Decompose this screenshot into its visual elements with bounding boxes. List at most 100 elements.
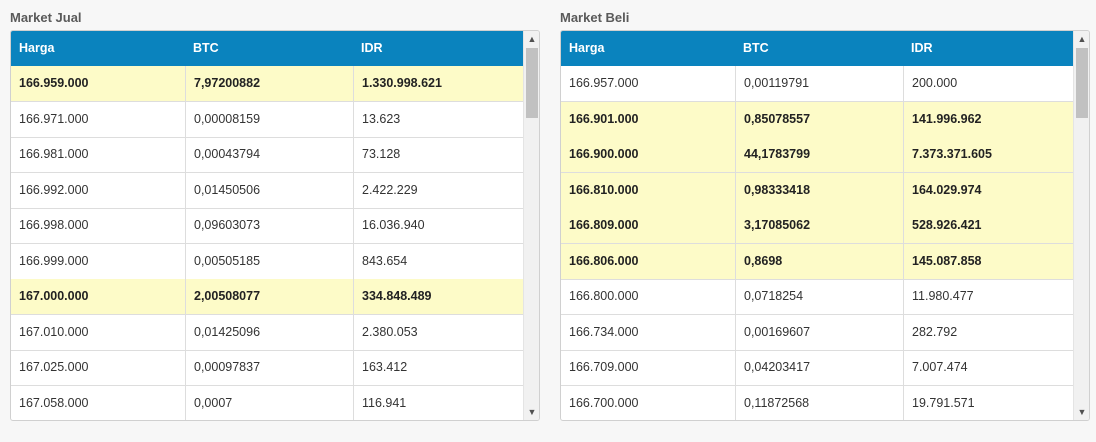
cell-btc: 0,09603073: [185, 208, 353, 243]
cell-idr: 2.380.053: [353, 315, 523, 350]
column-header-idr: IDR: [361, 41, 383, 55]
cell-harga: 166.810.000: [569, 183, 639, 197]
cell-btc: 0,00043794: [185, 137, 353, 172]
cell-harga: 166.809.000: [569, 218, 639, 232]
cell-idr: 145.087.858: [903, 244, 1073, 279]
cell-harga: 166.700.000: [569, 396, 639, 410]
cell-idr: 164.029.974: [903, 173, 1073, 208]
column-header-btc: BTC: [743, 41, 769, 55]
table-row[interactable]: 166.734.000 0,00169607 282.792: [561, 315, 1073, 351]
cell-idr: 141.996.962: [903, 102, 1073, 137]
cell-harga: 167.000.000: [19, 289, 89, 303]
table-row[interactable]: 166.809.000 3,17085062 528.926.421: [561, 208, 1073, 244]
cell-harga: 166.957.000: [569, 76, 639, 90]
cell-btc: 0,01425096: [185, 315, 353, 350]
table-row[interactable]: 166.709.000 0,04203417 7.007.474: [561, 350, 1073, 386]
table-row[interactable]: 166.810.000 0,98333418 164.029.974: [561, 173, 1073, 209]
table-row[interactable]: 167.000.000 2,00508077 334.848.489: [11, 279, 523, 315]
table-row[interactable]: 166.992.000 0,01450506 2.422.229: [11, 173, 523, 209]
table-row[interactable]: 166.800.000 0,0718254 11.980.477: [561, 279, 1073, 315]
cell-idr: 7.007.474: [903, 350, 1073, 385]
cell-btc: 0,11872568: [735, 386, 903, 420]
cell-idr: 200.000: [903, 66, 1073, 101]
cell-btc: 0,85078557: [735, 102, 903, 137]
cell-btc: 0,00097837: [185, 350, 353, 385]
chevron-down-icon[interactable]: ▼: [527, 407, 537, 417]
table-row[interactable]: 166.998.000 0,09603073 16.036.940: [11, 208, 523, 244]
cell-harga: 166.709.000: [569, 360, 639, 374]
cell-harga: 166.981.000: [19, 147, 89, 161]
table-row[interactable]: 167.058.000 0,0007 116.941: [11, 386, 523, 420]
market-jual-title: Market Jual: [10, 10, 82, 25]
cell-btc: 0,0718254: [735, 279, 903, 314]
cell-idr: 116.941: [353, 386, 523, 420]
cell-harga: 167.058.000: [19, 396, 89, 410]
table-row[interactable]: 166.971.000 0,00008159 13.623: [11, 102, 523, 138]
cell-harga: 166.901.000: [569, 112, 639, 126]
cell-idr: 19.791.571: [903, 386, 1073, 420]
market-jual-scrollbar[interactable]: ▲ ▼: [523, 31, 539, 420]
cell-harga: 166.734.000: [569, 325, 639, 339]
column-header-harga: Harga: [19, 41, 55, 55]
chevron-up-icon[interactable]: ▲: [1077, 34, 1087, 44]
cell-btc: 0,8698: [735, 244, 903, 279]
cell-harga: 166.800.000: [569, 289, 639, 303]
cell-btc: 0,00119791: [735, 66, 903, 101]
cell-btc: 0,04203417: [735, 350, 903, 385]
table-row[interactable]: 166.806.000 0,8698 145.087.858: [561, 244, 1073, 280]
market-jual-header-row: Harga BTC IDR: [11, 31, 523, 66]
cell-idr: 13.623: [353, 102, 523, 137]
table-row[interactable]: 166.900.000 44,1783799 7.373.371.605: [561, 137, 1073, 173]
column-header-harga: Harga: [569, 41, 605, 55]
table-row[interactable]: 166.700.000 0,11872568 19.791.571: [561, 386, 1073, 420]
cell-btc: 0,00505185: [185, 244, 353, 279]
table-row[interactable]: 167.010.000 0,01425096 2.380.053: [11, 315, 523, 351]
cell-btc: 0,00169607: [735, 315, 903, 350]
market-jual-panel: Market Jual Harga BTC IDR 166.959.000 7,9…: [10, 0, 540, 442]
cell-btc: 3,17085062: [735, 208, 903, 243]
cell-idr: 528.926.421: [903, 208, 1073, 243]
chevron-down-icon[interactable]: ▼: [1077, 407, 1087, 417]
cell-btc: 0,98333418: [735, 173, 903, 208]
scroll-thumb[interactable]: [526, 48, 538, 118]
table-row[interactable]: 166.959.000 7,97200882 1.330.998.621: [11, 66, 523, 102]
market-jual-table[interactable]: Harga BTC IDR 166.959.000 7,97200882 1.330…: [10, 30, 540, 421]
cell-harga: 166.971.000: [19, 112, 89, 126]
market-beli-rows: 166.957.000 0,00119791 200.000 166.901.000 0…: [561, 66, 1073, 420]
cell-btc: 2,00508077: [185, 279, 353, 314]
cell-btc: 0,0007: [185, 386, 353, 420]
cell-idr: 11.980.477: [903, 279, 1073, 314]
cell-idr: 163.412: [353, 350, 523, 385]
cell-harga: 166.999.000: [19, 254, 89, 268]
scroll-thumb[interactable]: [1076, 48, 1088, 118]
cell-idr: 843.654: [353, 244, 523, 279]
column-header-btc: BTC: [193, 41, 219, 55]
cell-btc: 7,97200882: [185, 66, 353, 101]
cell-harga: 166.998.000: [19, 218, 89, 232]
market-jual-rows: 166.959.000 7,97200882 1.330.998.621 166.97…: [11, 66, 523, 420]
chevron-up-icon[interactable]: ▲: [527, 34, 537, 44]
market-beli-title: Market Beli: [560, 10, 630, 25]
cell-idr: 7.373.371.605: [903, 137, 1073, 172]
table-row[interactable]: 166.981.000 0,00043794 73.128: [11, 137, 523, 173]
cell-btc: 44,1783799: [735, 137, 903, 172]
cell-btc: 0,01450506: [185, 173, 353, 208]
cell-idr: 73.128: [353, 137, 523, 172]
cell-harga: 166.959.000: [19, 76, 89, 90]
market-beli-scrollbar[interactable]: ▲ ▼: [1073, 31, 1089, 420]
cell-idr: 334.848.489: [353, 279, 523, 314]
cell-idr: 282.792: [903, 315, 1073, 350]
cell-harga: 167.025.000: [19, 360, 89, 374]
market-beli-header-row: Harga BTC IDR: [561, 31, 1073, 66]
cell-harga: 166.992.000: [19, 183, 89, 197]
table-row[interactable]: 166.957.000 0,00119791 200.000: [561, 66, 1073, 102]
cell-btc: 0,00008159: [185, 102, 353, 137]
cell-idr: 1.330.998.621: [353, 66, 523, 101]
cell-harga: 167.010.000: [19, 325, 89, 339]
market-beli-table[interactable]: Harga BTC IDR 166.957.000 0,00119791 200.0…: [560, 30, 1090, 421]
table-row[interactable]: 167.025.000 0,00097837 163.412: [11, 350, 523, 386]
table-row[interactable]: 166.999.000 0,00505185 843.654: [11, 244, 523, 280]
column-header-idr: IDR: [911, 41, 933, 55]
cell-idr: 16.036.940: [353, 208, 523, 243]
table-row[interactable]: 166.901.000 0,85078557 141.996.962: [561, 102, 1073, 138]
